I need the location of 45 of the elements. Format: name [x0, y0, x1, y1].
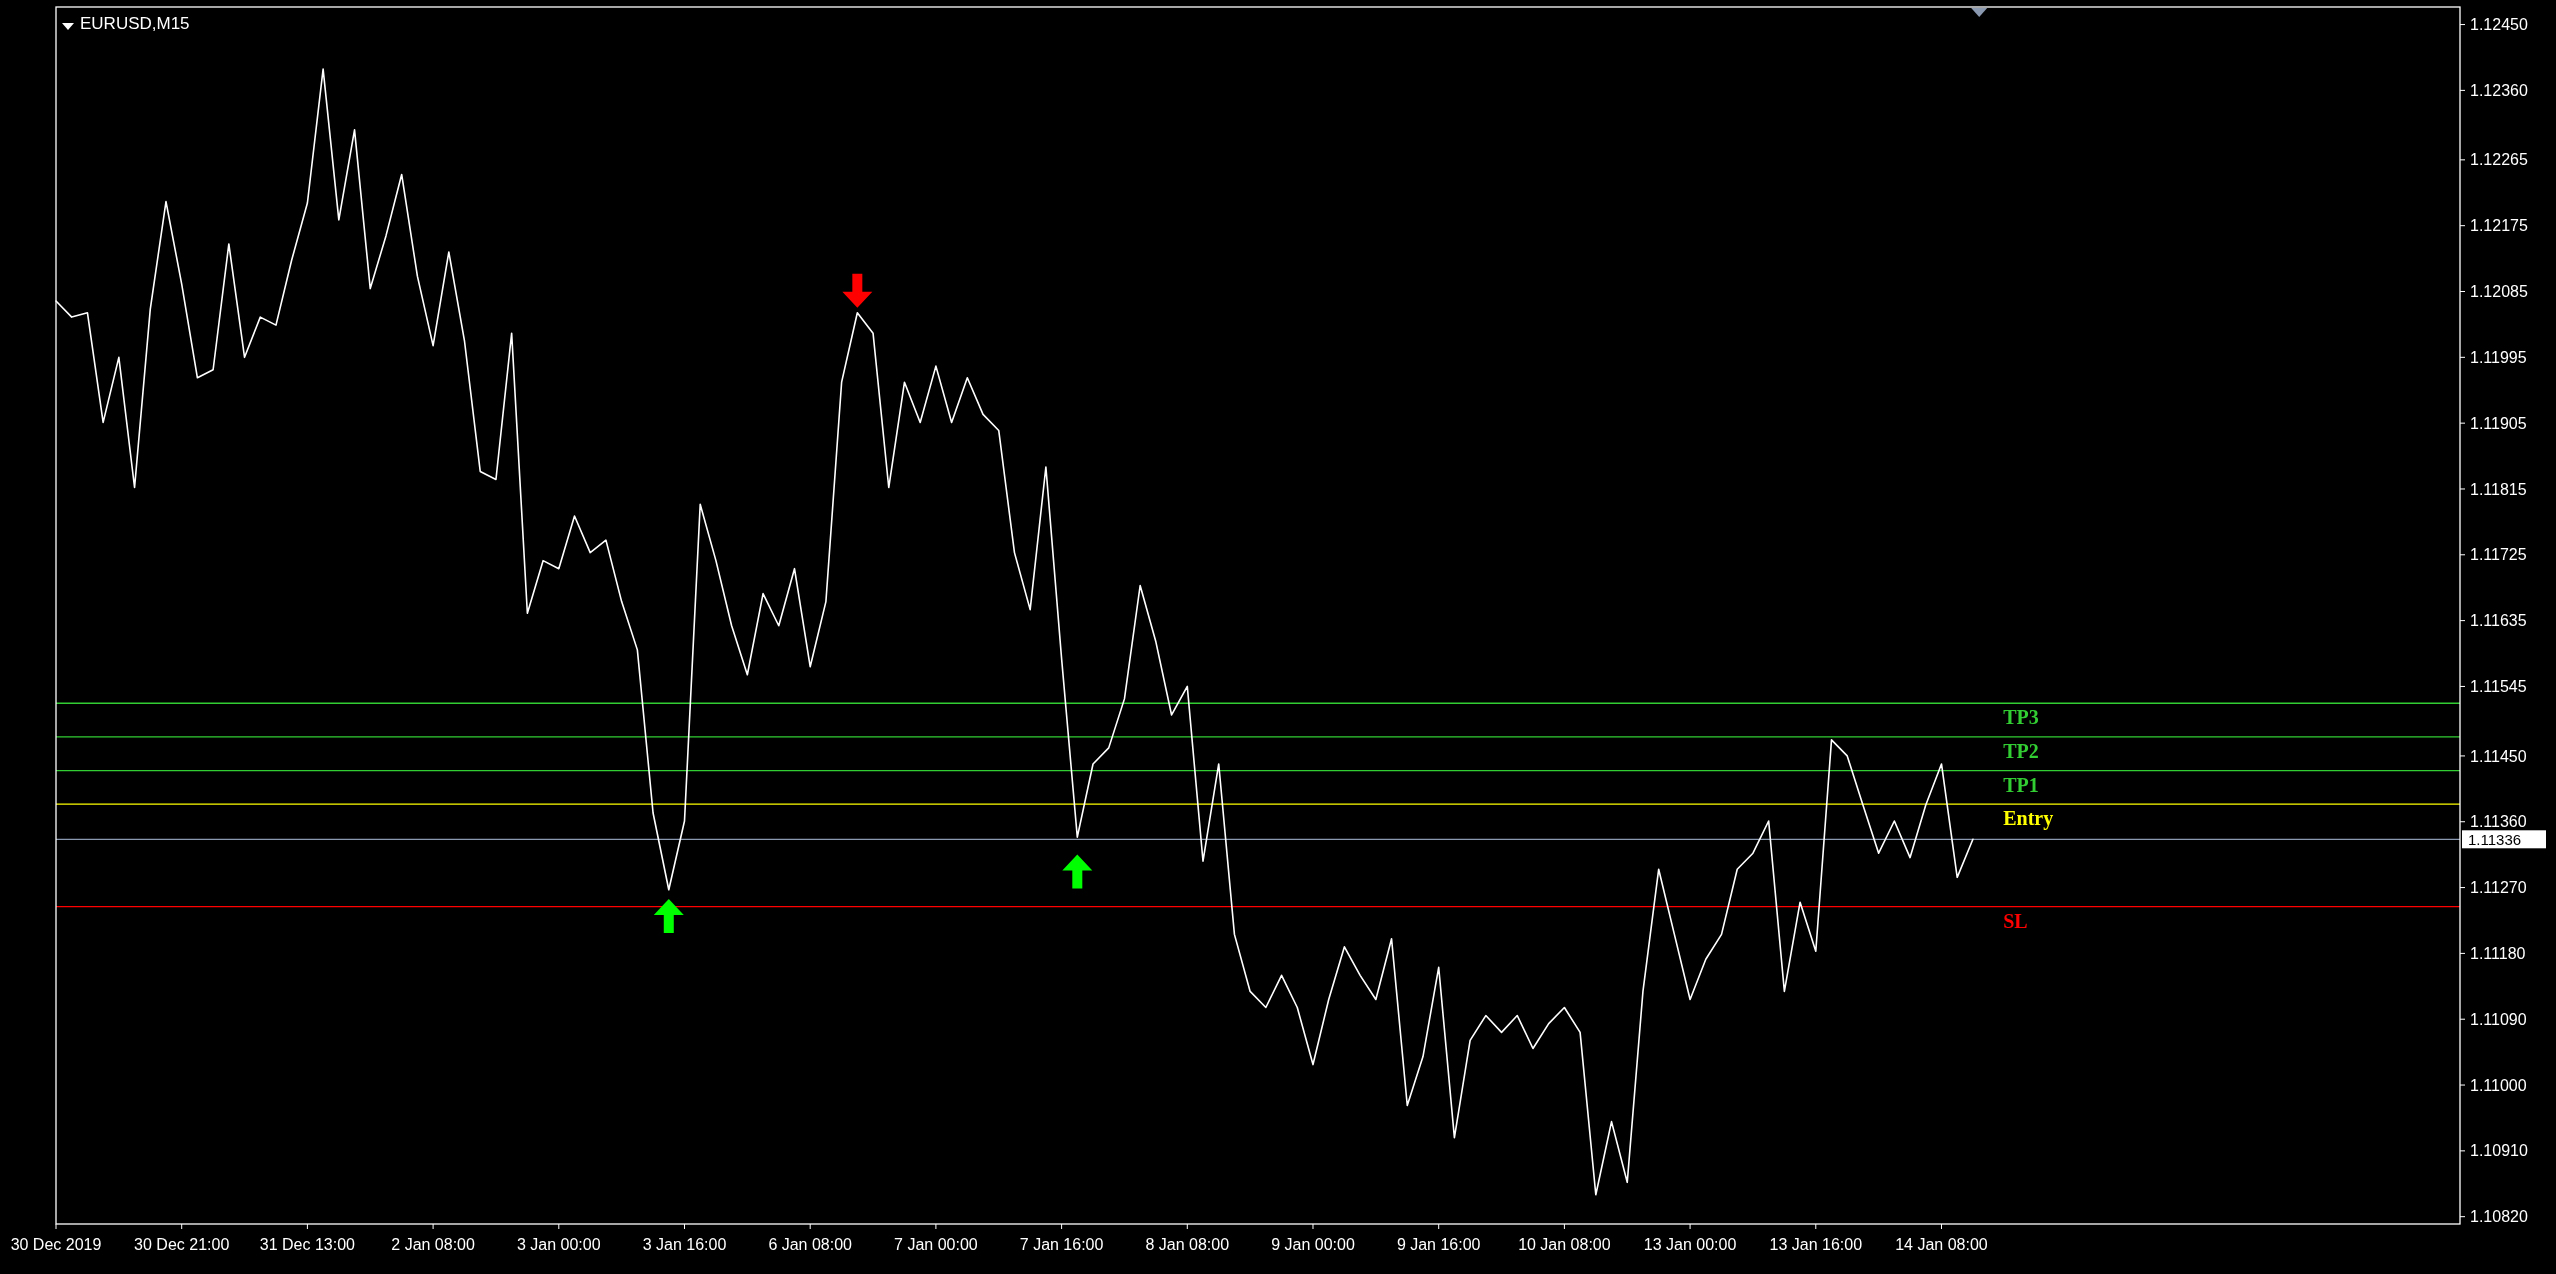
y-tick-label: 1.12265 — [2470, 151, 2528, 169]
ref-line-label: SL — [2003, 909, 2028, 932]
x-tick-label: 9 Jan 16:00 — [1396, 1236, 1481, 1253]
x-tick-label: 3 Jan 16:00 — [642, 1236, 727, 1253]
chart-title: EURUSD,M15 — [80, 14, 190, 33]
ref-line-label: 1.11336 — [2468, 830, 2522, 848]
y-tick-label: 1.11360 — [2470, 813, 2527, 831]
y-tick-label: 1.11635 — [2470, 612, 2527, 630]
y-tick-label: 1.11180 — [2470, 944, 2526, 962]
point — [842, 273, 873, 308]
y-tick-label: 1.11725 — [2470, 546, 2527, 564]
y-tick-label: 1.11905 — [2470, 414, 2527, 432]
x-tick-label: 13 Jan 00:00 — [1643, 1236, 1737, 1253]
x-tick-label: 2 Jan 08:00 — [391, 1236, 476, 1253]
y-tick-label: 1.10910 — [2470, 1142, 2528, 1160]
ref-line-label: TP1 — [2003, 773, 2039, 796]
x-tick-label: 9 Jan 00:00 — [1271, 1236, 1355, 1253]
y-tick-label: 1.10820 — [2470, 1208, 2528, 1226]
y-tick-label: 1.11815 — [2470, 480, 2527, 498]
y-tick-label: 1.12450 — [2470, 16, 2528, 34]
x-tick-label: 30 Dec 21:00 — [134, 1236, 230, 1253]
y-tick-label: 1.12085 — [2470, 283, 2528, 301]
x-tick-label: 13 Jan 16:00 — [1769, 1236, 1863, 1253]
point — [1062, 854, 1093, 889]
y-tick-label: 1.11545 — [2470, 678, 2527, 696]
x-tick-label: 31 Dec 13:00 — [259, 1236, 356, 1253]
x-tick-label: 14 Jan 08:00 — [1895, 1236, 1988, 1253]
x-tick-label: 6 Jan 08:00 — [768, 1236, 853, 1253]
ref-line-label: TP3 — [2003, 706, 2039, 729]
y-tick-label: 1.11000 — [2470, 1076, 2527, 1094]
y-tick-label: 1.11090 — [2470, 1010, 2527, 1028]
x-tick-label: 30 Dec 2019 — [10, 1236, 102, 1253]
y-tick-label: 1.11450 — [2470, 747, 2527, 765]
x-tick-label: 10 Jan 08:00 — [1518, 1236, 1611, 1253]
y-tick-label: 1.12175 — [2470, 217, 2528, 235]
ref-line-label: TP2 — [2003, 739, 2039, 762]
y-tick-label: 1.12360 — [2470, 81, 2528, 99]
point — [653, 899, 684, 934]
ref-line-label: Entry — [2003, 807, 2054, 831]
y-tick-label: 1.11995 — [2470, 348, 2527, 366]
x-tick-label: 8 Jan 08:00 — [1145, 1236, 1230, 1253]
x-tick-label: 3 Jan 00:00 — [516, 1236, 601, 1253]
y-tick-label: 1.11270 — [2470, 879, 2527, 897]
x-tick-label: 7 Jan 16:00 — [1019, 1236, 1104, 1253]
x-tick-label: 7 Jan 00:00 — [894, 1236, 978, 1253]
